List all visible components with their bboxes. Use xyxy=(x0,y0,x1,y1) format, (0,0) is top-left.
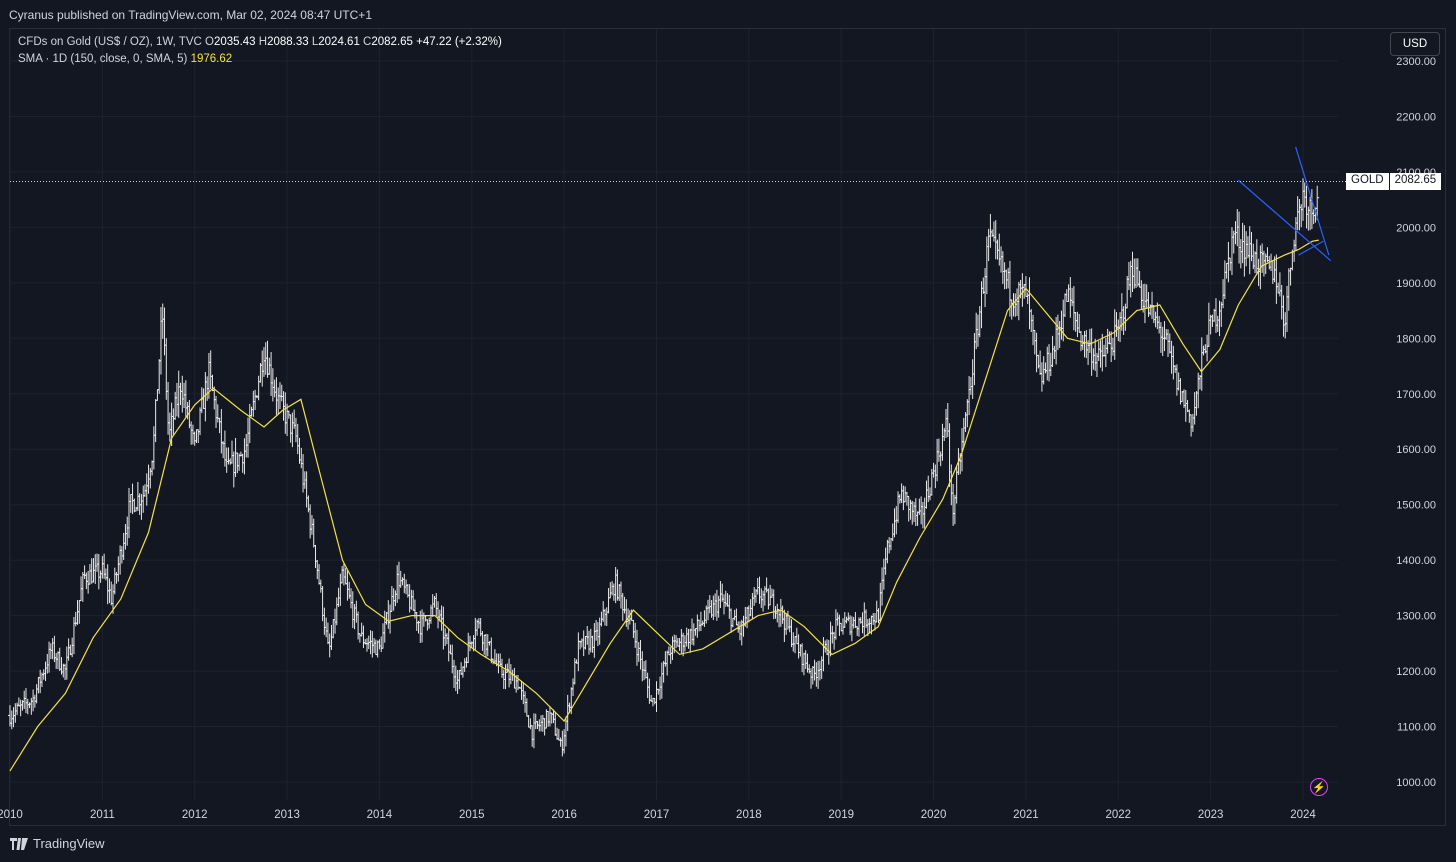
chart-frame xyxy=(9,28,1446,826)
lightning-bolt-icon[interactable]: ⚡ xyxy=(1310,778,1328,796)
time-tick-label: 2021 xyxy=(1013,809,1039,821)
price-tick-label: 1100.00 xyxy=(1397,722,1436,734)
chart-legend: CFDs on Gold (US$ / OZ), 1W, TVC O2035.4… xyxy=(18,34,502,68)
time-tick-label: 2013 xyxy=(274,809,300,821)
trendline xyxy=(1295,146,1330,256)
close-value: 2082.65 xyxy=(371,36,413,48)
time-tick-label: 2010 xyxy=(0,809,23,821)
symbol-label: CFDs on Gold (US$ / OZ), 1W, TVC xyxy=(18,36,202,48)
time-tick-label: 2012 xyxy=(182,809,208,821)
last-price-badge: GOLD 2082.65 xyxy=(1346,173,1442,190)
top-bar: Cyranus published on TradingView.com, Ma… xyxy=(0,0,1456,28)
time-tick-label: 2024 xyxy=(1290,809,1316,821)
price-tick-label: 1200.00 xyxy=(1396,666,1436,678)
time-tick-label: 2023 xyxy=(1198,809,1224,821)
ohlc-bars xyxy=(8,178,1320,757)
high-value: 2088.33 xyxy=(267,36,309,48)
tradingview-logo[interactable]: TradingView xyxy=(10,836,105,851)
time-tick-label: 2022 xyxy=(1105,809,1131,821)
time-tick-label: 2018 xyxy=(736,809,762,821)
time-tick-label: 2020 xyxy=(921,809,947,821)
price-axis: 2300.002200.002100.002000.001900.001800.… xyxy=(1396,56,1436,789)
sma-label: SMA · 1D (150, close, 0, SMA, 5) xyxy=(18,53,188,65)
trendline xyxy=(1237,179,1332,262)
close-label: C xyxy=(363,36,372,48)
trendlines xyxy=(1237,146,1332,262)
open-value: 2035.43 xyxy=(213,36,256,48)
ohlc-legend-row: CFDs on Gold (US$ / OZ), 1W, TVC O2035.4… xyxy=(18,34,502,51)
brand-name: TradingView xyxy=(33,836,105,851)
price-badge-symbol: GOLD xyxy=(1346,173,1389,190)
high-label: H xyxy=(258,36,268,48)
low-label: L xyxy=(311,36,319,48)
time-tick-label: 2017 xyxy=(644,809,670,821)
time-tick-label: 2016 xyxy=(551,809,577,821)
time-tick-label: 2014 xyxy=(367,809,393,821)
price-tick-label: 1700.00 xyxy=(1396,389,1436,401)
low-value: 2024.61 xyxy=(318,36,360,48)
price-tick-label: 1500.00 xyxy=(1396,500,1436,512)
time-tick-label: 2019 xyxy=(828,809,854,821)
sma-line xyxy=(9,239,1319,772)
time-tick-label: 2015 xyxy=(459,809,485,821)
price-badge-value: 2082.65 xyxy=(1388,173,1442,190)
time-axis: 2010 2011 2012 2013 2014 2015 2016 2017 2018 2019… xyxy=(0,809,1316,821)
sma-value: 1976.62 xyxy=(190,53,233,65)
price-tick-label: 2200.00 xyxy=(1396,111,1436,123)
published-info: Cyranus published on TradingView.com, Ma… xyxy=(9,8,372,22)
currency-button[interactable]: USD xyxy=(1390,32,1440,56)
price-tick-label: 1600.00 xyxy=(1396,444,1436,456)
tradingview-logo-icon xyxy=(10,837,28,850)
price-tick-label: 1900.00 xyxy=(1396,278,1436,290)
grid-lines xyxy=(9,29,1338,800)
open-label: O xyxy=(205,36,214,48)
price-tick-label: 1400.00 xyxy=(1396,555,1436,567)
footer xyxy=(0,828,1456,862)
price-tick-label: 2300.00 xyxy=(1396,56,1436,68)
sma-legend-row: SMA · 1D (150, close, 0, SMA, 5) 1976.62 xyxy=(18,51,502,68)
time-tick-label: 2011 xyxy=(90,809,115,821)
price-tick-label: 2000.00 xyxy=(1396,222,1436,234)
change-value: +47.22 (+2.32%) xyxy=(416,36,502,48)
price-tick-label: 1800.00 xyxy=(1396,333,1436,345)
price-tick-label: 1300.00 xyxy=(1396,611,1436,623)
trendline xyxy=(1298,240,1324,256)
price-tick-label: 1000.00 xyxy=(1396,777,1436,789)
